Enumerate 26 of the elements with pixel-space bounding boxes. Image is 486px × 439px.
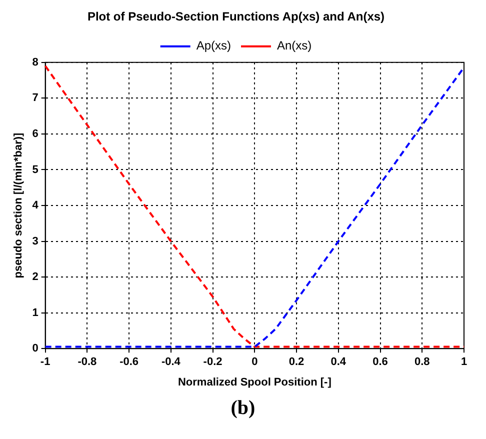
x-tick-label: -1 <box>40 356 50 368</box>
x-tick-label: 0 <box>252 356 258 368</box>
text: (b) <box>230 397 256 420</box>
y-tick-label: 1 <box>32 306 38 319</box>
y-tick-label: 3 <box>32 235 38 248</box>
x-tick-label: 0.4 <box>330 356 347 368</box>
y-tick-label: 4 <box>32 200 40 212</box>
x-tick-label: -0.2 <box>203 356 222 368</box>
y-tick-label: 8 <box>32 56 38 68</box>
y-tick-label: 5 <box>32 164 38 176</box>
y-tick-label: 2 <box>32 271 38 284</box>
y-tick-label: 6 <box>32 128 38 140</box>
x-tick-label: -0.8 <box>78 356 97 368</box>
x-tick-label: 0.2 <box>288 356 304 368</box>
legend-label: An(xs) <box>277 38 312 53</box>
legend-label: Ap(xs) <box>196 38 232 53</box>
chart-title: Plot of Pseudo-Section Functions Ap(xs) and An(xs) <box>87 10 385 24</box>
y-tick-label: 7 <box>32 92 38 104</box>
x-tick-label: -0.4 <box>161 356 182 368</box>
x-tick-label: -0.6 <box>120 356 139 368</box>
y-axis-title: pseudo section [l/(min*bar)] <box>12 132 25 278</box>
x-tick-label: 0.8 <box>414 356 430 368</box>
x-axis-title: Normalized Spool Position [-] <box>178 376 332 388</box>
x-tick-label: 0.6 <box>372 356 388 368</box>
y-tick-label: 0 <box>32 342 38 355</box>
x-tick-label: 1 <box>460 356 468 368</box>
